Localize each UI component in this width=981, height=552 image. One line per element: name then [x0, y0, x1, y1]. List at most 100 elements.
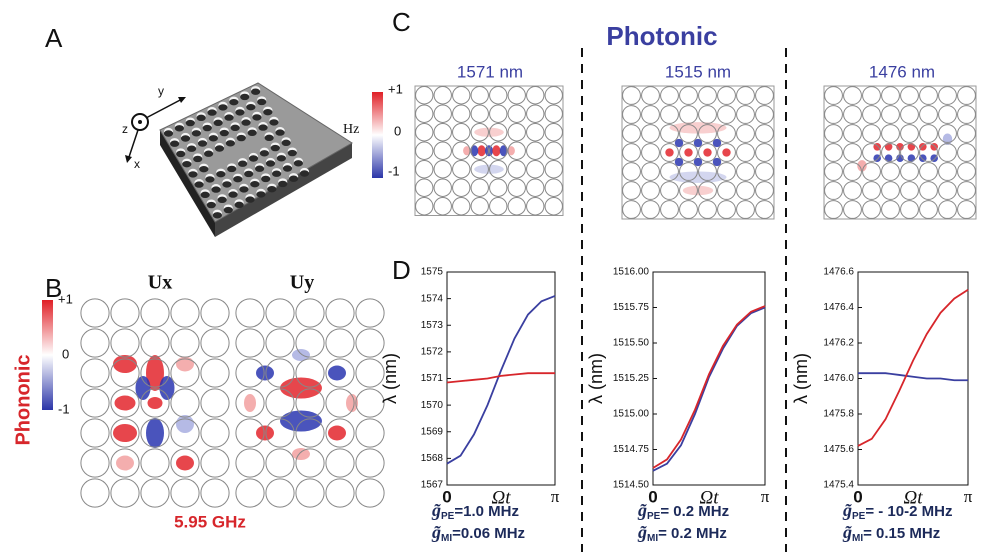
hole [843, 162, 862, 181]
mode-title: 1571 nm [457, 62, 523, 81]
hole [80, 328, 110, 358]
hole [622, 124, 641, 143]
mode-title: 1476 nm [869, 62, 935, 81]
hole [245, 196, 255, 203]
axis-name: z [122, 122, 128, 136]
hole [919, 86, 938, 105]
annotation-sub: MI [852, 533, 863, 544]
field-map [823, 85, 977, 220]
hole [938, 143, 957, 162]
hole [110, 448, 140, 478]
y-tick-label: 1514.75 [613, 444, 650, 455]
field-map [80, 298, 230, 508]
hole [919, 162, 938, 181]
hole [698, 86, 717, 105]
hole [862, 124, 881, 143]
hole [736, 181, 755, 200]
annotation: g̃PE= - 10-2 MHz [842, 500, 952, 522]
hole [938, 86, 957, 105]
field-lobe [292, 349, 310, 361]
field-lobe [292, 448, 310, 460]
axis-icon [127, 129, 139, 161]
series-line [446, 372, 555, 384]
hole [489, 160, 508, 179]
field-lobe [665, 148, 674, 157]
hole [415, 104, 434, 123]
hole [218, 104, 228, 111]
hole [235, 358, 265, 388]
hole [755, 86, 774, 105]
hole [919, 181, 938, 200]
hole [200, 388, 230, 418]
hole [204, 150, 214, 157]
slab-side [160, 130, 215, 237]
annotation-symbol: g̃ [637, 522, 647, 542]
hole [698, 124, 717, 143]
hole [272, 170, 282, 177]
hole [230, 124, 240, 132]
slab-side [215, 143, 352, 237]
hole [452, 178, 471, 197]
hole [900, 181, 919, 200]
hole [470, 123, 489, 142]
panel-label: B [45, 273, 62, 303]
hole [170, 418, 200, 448]
hole [938, 105, 957, 124]
axis-name: y [158, 84, 164, 98]
hole [881, 143, 900, 162]
hole [660, 143, 679, 162]
hole [843, 181, 862, 200]
field-lobe [244, 394, 256, 412]
hole [213, 119, 223, 127]
hole [238, 160, 248, 167]
hole [824, 124, 843, 143]
hole [698, 105, 717, 124]
annotation-sub: PE [647, 511, 661, 522]
hole [110, 388, 140, 418]
hole [717, 200, 736, 219]
hole [717, 124, 736, 143]
hole [679, 105, 698, 124]
hole [355, 418, 385, 448]
colorbar-title: Hz [343, 122, 359, 137]
hole [251, 88, 261, 95]
hole [110, 418, 140, 448]
hole [507, 178, 526, 197]
hole [140, 478, 170, 508]
hole [80, 298, 110, 328]
hole [862, 181, 881, 200]
field-lobe [684, 148, 693, 157]
hole [80, 478, 110, 508]
hole [507, 104, 526, 123]
hole [265, 448, 295, 478]
hole [80, 358, 110, 388]
map-frame [823, 85, 977, 220]
hole [267, 185, 277, 193]
hole [276, 155, 286, 162]
hole [489, 197, 508, 216]
hole [452, 123, 471, 142]
hole [717, 181, 736, 200]
hole [240, 93, 250, 101]
hole [325, 418, 355, 448]
hole [470, 86, 489, 105]
field-lobe [256, 425, 274, 441]
hole [736, 143, 755, 162]
hole [110, 478, 140, 508]
hole [180, 135, 191, 142]
field-lobe [328, 365, 346, 381]
hole [187, 145, 197, 152]
hole [265, 478, 295, 508]
y-tick-label: 1570 [421, 400, 444, 411]
x-tick-label: π [761, 487, 770, 506]
annotation: g̃MI= 0.15 MHz [842, 522, 940, 544]
phononic-label: Phononic [12, 354, 34, 445]
hole [717, 105, 736, 124]
colorbar [372, 92, 383, 178]
hole [433, 160, 452, 179]
hole [507, 160, 526, 179]
hole [415, 141, 434, 160]
hole [452, 197, 471, 216]
hole [622, 86, 641, 105]
y-tick-label: 1571 [421, 373, 444, 384]
